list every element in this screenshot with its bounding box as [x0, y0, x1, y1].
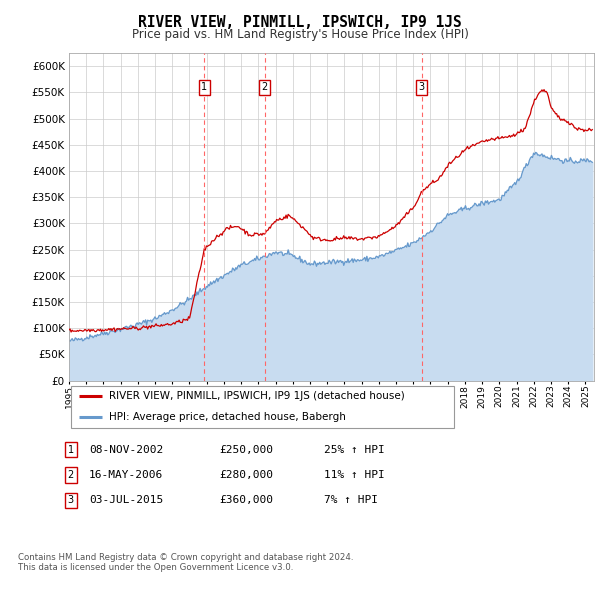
Text: £250,000: £250,000	[219, 445, 273, 454]
Text: Contains HM Land Registry data © Crown copyright and database right 2024.: Contains HM Land Registry data © Crown c…	[18, 553, 353, 562]
Text: 7% ↑ HPI: 7% ↑ HPI	[324, 496, 378, 505]
Text: 25% ↑ HPI: 25% ↑ HPI	[324, 445, 385, 454]
Text: 11% ↑ HPI: 11% ↑ HPI	[324, 470, 385, 480]
FancyBboxPatch shape	[71, 386, 454, 428]
Text: Price paid vs. HM Land Registry's House Price Index (HPI): Price paid vs. HM Land Registry's House …	[131, 28, 469, 41]
Text: 2: 2	[262, 83, 268, 93]
Text: RIVER VIEW, PINMILL, IPSWICH, IP9 1JS (detached house): RIVER VIEW, PINMILL, IPSWICH, IP9 1JS (d…	[109, 391, 404, 401]
Text: 3: 3	[68, 496, 74, 505]
Text: 2: 2	[68, 470, 74, 480]
Text: This data is licensed under the Open Government Licence v3.0.: This data is licensed under the Open Gov…	[18, 563, 293, 572]
Text: 03-JUL-2015: 03-JUL-2015	[89, 496, 163, 505]
Text: 1: 1	[201, 83, 208, 93]
Text: HPI: Average price, detached house, Babergh: HPI: Average price, detached house, Babe…	[109, 411, 346, 421]
Text: £360,000: £360,000	[219, 496, 273, 505]
Text: £280,000: £280,000	[219, 470, 273, 480]
Text: 16-MAY-2006: 16-MAY-2006	[89, 470, 163, 480]
Text: 08-NOV-2002: 08-NOV-2002	[89, 445, 163, 454]
Text: RIVER VIEW, PINMILL, IPSWICH, IP9 1JS: RIVER VIEW, PINMILL, IPSWICH, IP9 1JS	[138, 15, 462, 30]
Text: 1: 1	[68, 445, 74, 454]
Text: 3: 3	[419, 83, 425, 93]
